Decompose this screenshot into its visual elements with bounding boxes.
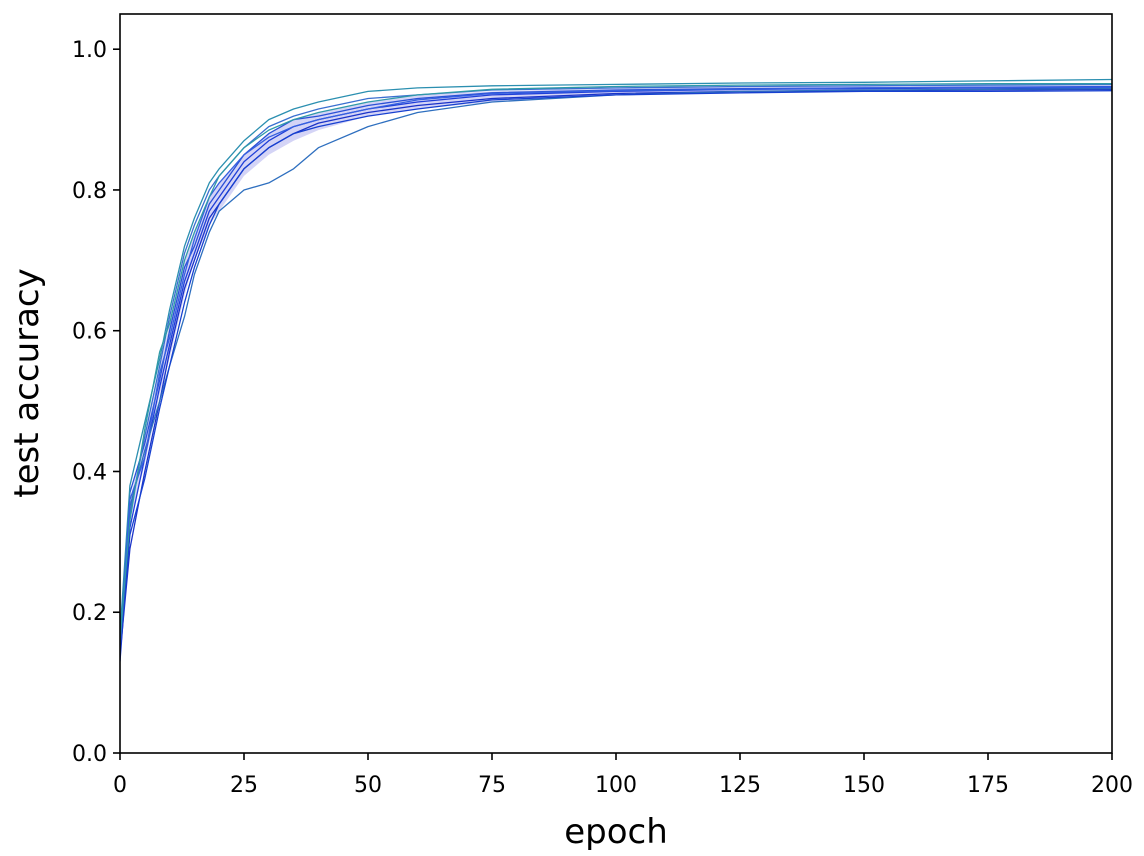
x-tick-label: 150: [843, 773, 885, 798]
y-tick-label: 0.6: [72, 320, 107, 345]
y-tick-label: 1.0: [72, 38, 107, 63]
y-tick-label: 0.4: [72, 460, 107, 485]
y-tick-label: 0.0: [72, 742, 107, 767]
series-line-5: [120, 87, 1112, 648]
y-axis: 0.0 0.2 0.4 0.6 0.8 1.0: [72, 38, 120, 767]
x-tick-label: 125: [719, 773, 761, 798]
series-line-9: [120, 83, 1112, 641]
y-tick-label: 0.8: [72, 179, 107, 204]
x-axis-label: epoch: [564, 812, 668, 852]
x-tick-label: 25: [230, 773, 258, 798]
x-tick-label: 200: [1091, 773, 1133, 798]
plot-area: [120, 78, 1112, 662]
x-tick-label: 50: [354, 773, 382, 798]
series-line-8: [120, 86, 1112, 648]
x-axis: 0 25 50 75 100 125 150 175 200: [113, 753, 1133, 798]
y-tick-label: 0.2: [72, 601, 107, 626]
series-line-4: [120, 83, 1112, 641]
series-line-7: [120, 90, 1112, 655]
x-tick-label: 0: [113, 773, 127, 798]
x-tick-label: 75: [478, 773, 506, 798]
x-tick-label: 100: [595, 773, 637, 798]
y-axis-label: test accuracy: [7, 268, 47, 498]
x-tick-label: 175: [967, 773, 1009, 798]
